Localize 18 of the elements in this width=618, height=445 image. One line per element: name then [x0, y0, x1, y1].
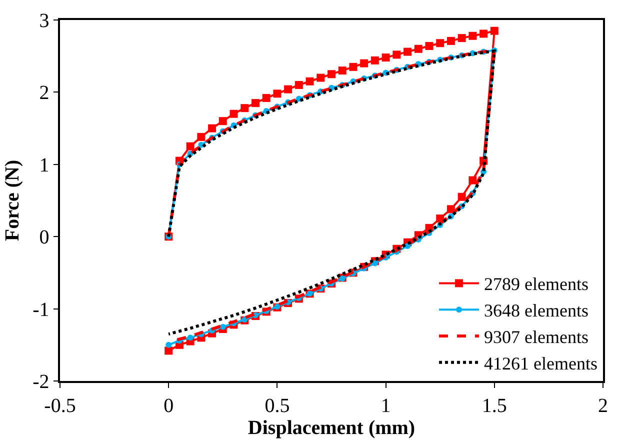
legend-label: 3648 elements — [484, 300, 588, 321]
y-tick-label: 2 — [39, 82, 50, 104]
y-tick-label: 3 — [39, 10, 50, 32]
y-tick-label: 1 — [39, 154, 50, 176]
x-tick-label: -0.5 — [44, 394, 76, 417]
x-tick-label: 1 — [380, 394, 391, 417]
legend-label: 9307 elements — [484, 327, 588, 348]
x-tick-label: 0.5 — [264, 394, 290, 417]
y-tick-label: 0 — [39, 226, 50, 249]
x-axis-title: Displacement (mm) — [248, 416, 416, 439]
x-tick-label: 1.5 — [482, 394, 507, 417]
y-tick-label: -1 — [32, 298, 50, 321]
legend-label: 41261 elements — [484, 353, 598, 374]
y-tick-label: -2 — [32, 371, 50, 393]
legend-label: 2789 elements — [484, 274, 588, 294]
x-tick-label: 2 — [598, 394, 608, 417]
x-tick-label: 0 — [164, 394, 174, 417]
y-axis-title: Force (N) — [2, 160, 24, 242]
